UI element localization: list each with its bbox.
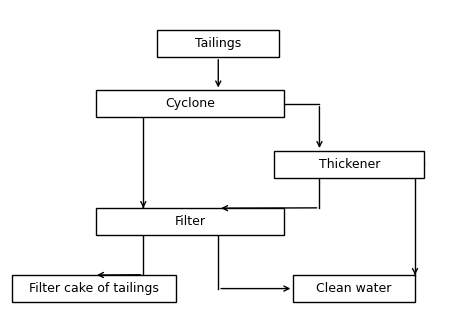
Text: Filter cake of tailings: Filter cake of tailings	[29, 282, 159, 295]
FancyBboxPatch shape	[274, 151, 424, 178]
FancyBboxPatch shape	[157, 30, 279, 57]
Text: Cyclone: Cyclone	[165, 98, 215, 110]
Text: Thickener: Thickener	[319, 158, 380, 171]
FancyBboxPatch shape	[12, 275, 176, 302]
Text: Tailings: Tailings	[195, 37, 241, 50]
FancyBboxPatch shape	[97, 208, 284, 235]
FancyBboxPatch shape	[293, 275, 415, 302]
Text: Clean water: Clean water	[317, 282, 392, 295]
Text: Filter: Filter	[174, 215, 206, 228]
FancyBboxPatch shape	[97, 90, 284, 117]
